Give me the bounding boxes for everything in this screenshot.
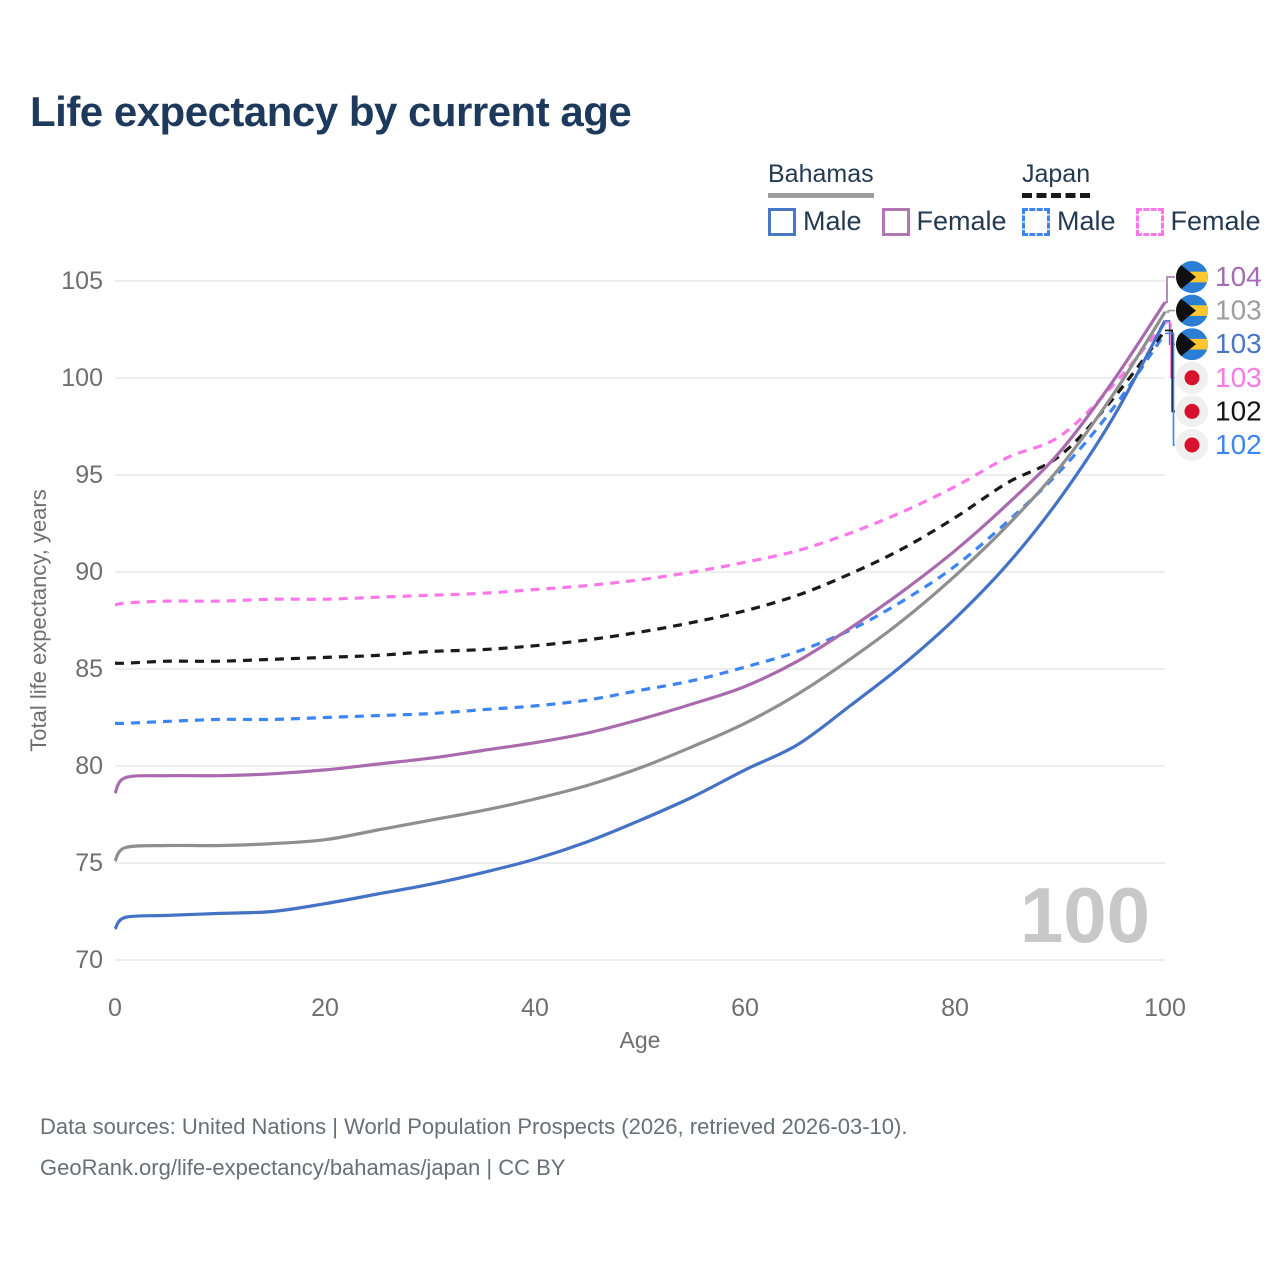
legend-group-japan: Japan Male Female <box>1022 160 1280 237</box>
end-label-value: 103 <box>1215 328 1262 359</box>
age-watermark: 100 <box>1020 871 1150 959</box>
legend-label: Female <box>916 206 1007 236</box>
legend-swatch-japan-female <box>1135 207 1164 236</box>
x-tick-label: 100 <box>1144 994 1186 1022</box>
legend-item-bahamas-female[interactable]: Female <box>881 206 1007 237</box>
legend-item-japan-male[interactable]: Male <box>1022 206 1116 237</box>
bahamas-flag-icon <box>1176 294 1208 327</box>
end-label-value: 103 <box>1215 362 1262 393</box>
footer: Data sources: United Nations | World Pop… <box>40 1106 907 1188</box>
series-line-bahamas-female[interactable] <box>113 301 1167 795</box>
series-line-bahamas[interactable] <box>113 311 1167 863</box>
attribution-text: GeoRank.org/life-expectancy/bahamas/japa… <box>40 1155 566 1180</box>
x-tick-label: 20 <box>311 994 339 1022</box>
y-axis-title: Total life expectancy, years <box>26 489 51 752</box>
japan-flag-icon <box>1176 361 1208 394</box>
data-sources-text: Data sources: United Nations | World Pop… <box>40 1114 908 1139</box>
legend-label: Male <box>1057 206 1116 236</box>
series-line-japan-male[interactable] <box>114 332 1167 726</box>
x-axis-title: Age <box>620 1027 661 1053</box>
bahamas-flag-icon <box>1176 328 1208 361</box>
legend-group-bahamas: Bahamas Male Female <box>768 160 1027 237</box>
y-tick-label: 100 <box>61 364 103 392</box>
end-label-connector <box>1165 332 1175 446</box>
legend-label: Female <box>1170 206 1261 236</box>
legend-swatch-bahamas-male <box>768 207 796 236</box>
end-label-value: 102 <box>1215 429 1262 460</box>
legend-label: Male <box>803 206 862 236</box>
y-tick-label: 90 <box>75 558 103 586</box>
y-tick-label: 105 <box>61 267 103 295</box>
end-label-connector <box>1165 276 1175 304</box>
series-line-japan-female[interactable] <box>114 321 1167 607</box>
legend-title-bahamas[interactable]: Bahamas <box>768 160 874 198</box>
x-tick-label: 0 <box>108 994 122 1022</box>
legend-item-japan-female[interactable]: Female <box>1135 206 1261 237</box>
series-line-bahamas-male[interactable] <box>113 320 1167 931</box>
end-label-value: 103 <box>1215 295 1262 326</box>
japan-flag-icon <box>1176 429 1208 461</box>
end-label-value: 104 <box>1215 261 1262 292</box>
y-tick-label: 80 <box>75 752 103 780</box>
page-title: Life expectancy by current age <box>30 88 632 135</box>
x-tick-label: 60 <box>731 994 759 1022</box>
end-label-connector <box>1165 309 1175 313</box>
bahamas-flag-icon <box>1176 261 1208 293</box>
japan-flag-icon <box>1176 395 1208 428</box>
y-tick-label: 70 <box>75 946 103 974</box>
y-tick-label: 75 <box>75 849 103 877</box>
end-label-value: 102 <box>1215 395 1262 426</box>
y-tick-label: 95 <box>75 461 103 489</box>
legend-title-japan[interactable]: Japan <box>1022 160 1091 198</box>
x-tick-label: 80 <box>941 994 969 1022</box>
legend-item-bahamas-male[interactable]: Male <box>768 206 862 237</box>
y-tick-label: 85 <box>75 655 103 683</box>
x-tick-label: 40 <box>521 994 549 1022</box>
series-line-japan[interactable] <box>114 329 1167 665</box>
legend-swatch-bahamas-female <box>881 207 910 236</box>
legend-swatch-japan-male <box>1022 207 1050 236</box>
